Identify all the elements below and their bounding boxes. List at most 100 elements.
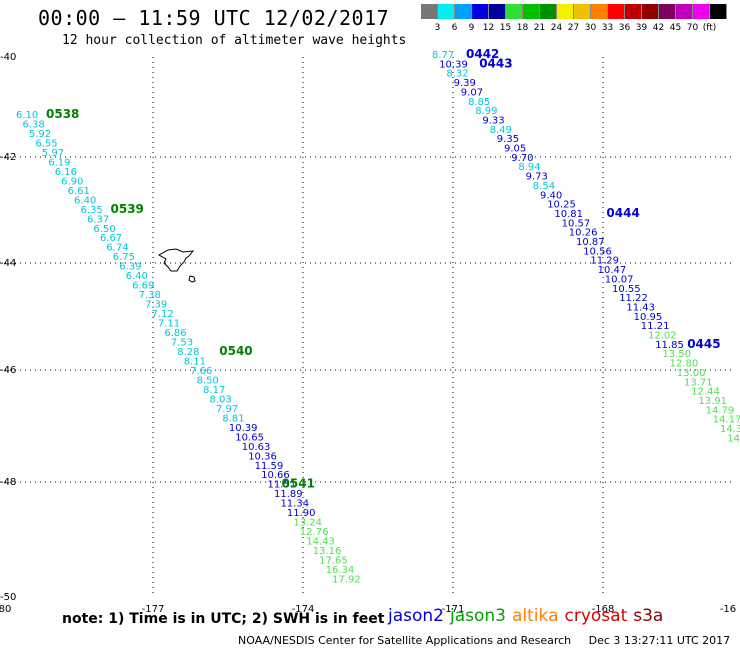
scale-label: 33 [601, 23, 614, 33]
scale-label: 6 [451, 23, 458, 33]
scale-swatch [574, 4, 591, 19]
scale-label: 21 [533, 23, 546, 33]
lat-tick-label: -48 [0, 477, 16, 488]
wave-height-label: 9.40 [540, 190, 562, 201]
wave-height-label: 13.24 [293, 518, 322, 529]
scale-label: 42 [652, 23, 665, 33]
scale-swatch [455, 4, 472, 19]
wave-height-label: 17.92 [332, 575, 361, 586]
wave-height-label: 12.80 [670, 359, 699, 370]
wave-height-label: 14.79 [706, 405, 735, 416]
lon-tick-label: -180 [0, 604, 11, 615]
axis-tick-labels: -180 -177 -174 -171 -168 -16 -40 -42 -44 -46 -48 -5… [0, 52, 736, 615]
wave-height-label: 6.16 [55, 167, 77, 178]
wave-height-label: 10.87 [576, 237, 605, 248]
scale-label: (ft) [702, 23, 717, 33]
lon-tick-label: -171 [442, 604, 465, 615]
scale-label: 39 [635, 23, 648, 33]
scale-label: 15 [499, 23, 512, 33]
wave-height-label: 9.73 [526, 172, 548, 183]
wave-height-label: 5.92 [29, 129, 51, 140]
wave-height-label: 11.90 [287, 508, 316, 519]
wave-height-label: 13.71 [684, 377, 713, 388]
satellite-tracks: 6.106.385.926.555.976.196.166.906.616.40… [16, 47, 740, 586]
scale-swatch [557, 4, 574, 19]
lon-tick-label: -174 [292, 604, 315, 615]
wave-height-label: 6.69 [132, 281, 154, 292]
wave-height-label: 9.33 [482, 115, 504, 126]
wave-height-label: 5.97 [42, 148, 64, 159]
wave-height-label: 8.54 [533, 181, 555, 192]
lat-tick-label: -50 [0, 592, 16, 603]
wave-height-label: 8.81 [222, 413, 244, 424]
pass-time-label: 0540 [219, 344, 252, 358]
scale-swatch [472, 4, 489, 19]
wave-height-label: 13.91 [698, 396, 727, 407]
wave-height-label: 13.16 [313, 546, 342, 557]
wave-height-label: 10.81 [554, 209, 583, 220]
wave-height-label: 10.47 [598, 265, 627, 276]
scale-swatch [693, 4, 710, 19]
wave-height-label: 8.49 [490, 125, 512, 136]
island-shape [157, 248, 195, 272]
lon-tick-label: -177 [142, 604, 165, 615]
wave-height-label: 6.55 [35, 138, 57, 149]
wave-height-label: 11.43 [626, 302, 655, 313]
footer-credit: NOAA/NESDIS Center for Satellite Applica… [238, 634, 740, 647]
wave-height-label: 12.76 [300, 527, 329, 538]
scale-swatch [506, 4, 523, 19]
scale-label: 18 [516, 23, 529, 33]
wave-height-label: 8.03 [210, 394, 232, 405]
wave-height-label: 6.40 [126, 271, 148, 282]
scale-swatch [642, 4, 659, 19]
legend-entry-jason2: jason2 [388, 606, 444, 626]
lat-tick-label: -44 [0, 258, 16, 269]
scale-label: 45 [669, 23, 682, 33]
legend-entry-jason3: jason3 [450, 606, 506, 626]
wave-height-label: 6.90 [61, 176, 83, 187]
wave-height-label: 9.39 [454, 78, 476, 89]
scale-swatch [625, 4, 642, 19]
wave-height-label: 10.07 [605, 274, 634, 285]
scale-label: 36 [618, 23, 631, 33]
wave-height-label: 7.39 [145, 300, 167, 311]
wave-height-label: 11.22 [619, 293, 648, 304]
wave-height-label: 6.50 [93, 224, 115, 235]
wave-height-label: 10.57 [562, 218, 591, 229]
wave-height-label: 10.25 [547, 200, 576, 211]
scale-swatch [421, 4, 438, 19]
lat-lon-grid [0, 57, 732, 597]
scale-swatch [540, 4, 557, 19]
wave-height-label: 14.17 [713, 415, 740, 426]
page-title: 00:00 – 11:59 UTC 12/02/2017 [38, 6, 390, 30]
wave-height-label: 9.70 [511, 153, 533, 164]
wave-height-label: 6.35 [81, 205, 103, 216]
scale-swatch [659, 4, 676, 19]
page-subtitle: 12 hour collection of altimeter wave hei… [62, 33, 407, 48]
wave-height-label: 6.37 [87, 214, 109, 225]
wave-height-label: 6.19 [48, 157, 70, 168]
wave-height-label: 7.97 [216, 404, 238, 415]
wave-height-label: 9.35 [497, 134, 519, 145]
wave-height-label: 11.34 [280, 499, 309, 510]
wave-height-label: 11.89 [274, 489, 303, 500]
pass-time-label: 0444 [606, 206, 639, 220]
wave-height-label: 7.12 [151, 309, 173, 320]
wave-height-label: 6.38 [22, 119, 44, 130]
scale-swatch [489, 4, 506, 19]
wave-height-label: 8.32 [446, 69, 468, 80]
legend-entry-cryosat: cryosat [564, 606, 628, 626]
pass-time-label: 0538 [46, 107, 79, 121]
scale-swatch [676, 4, 693, 19]
scale-label: 3 [434, 23, 441, 33]
wave-height-label: 6.75 [113, 252, 135, 263]
wave-height-label: 12.44 [691, 387, 720, 398]
scale-label: 27 [567, 23, 580, 33]
scale-swatch [710, 4, 727, 19]
lon-tick-label: -16 [720, 604, 736, 615]
island-outlines [157, 248, 196, 283]
scale-swatch [591, 4, 608, 19]
wave-height-label: 8.28 [177, 347, 199, 358]
